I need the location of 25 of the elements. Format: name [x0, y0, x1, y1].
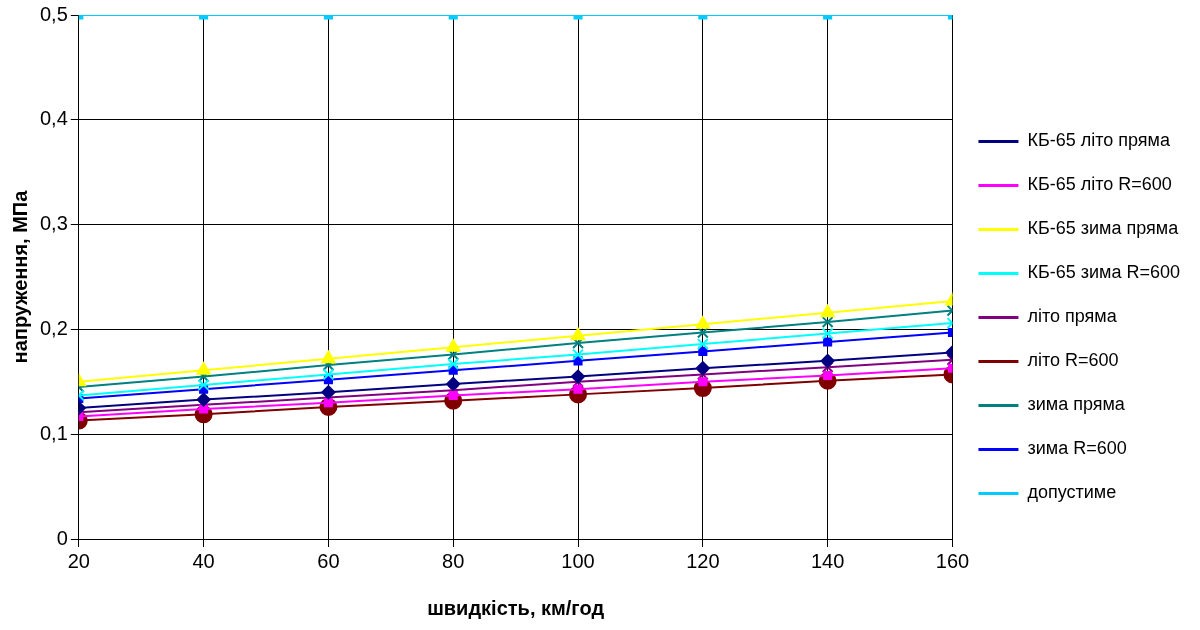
legend-label: КБ-65 зима R=600	[1027, 262, 1181, 283]
y-tick-label: 0	[56, 526, 68, 549]
legend-label: КБ-65 літо R=600	[1027, 174, 1172, 195]
x-axis-title: швидкість, км/год	[427, 596, 605, 619]
y-tick-label: 0,2	[39, 316, 68, 339]
y-tick-label: 0,5	[39, 2, 68, 25]
y-axis-title: напруження, МПа	[8, 189, 31, 364]
x-tick-label: 20	[67, 549, 90, 572]
y-tick-label: 0,3	[39, 212, 68, 235]
legend-label: допустиме	[1027, 482, 1117, 503]
x-tick-label: 120	[686, 549, 720, 572]
legend-label: КБ-65 зима пряма	[1027, 218, 1180, 239]
y-tick-label: 0,4	[39, 107, 68, 130]
legend-label: літо R=600	[1027, 350, 1119, 371]
legend-label: зима пряма	[1027, 394, 1126, 415]
legend-label: зима R=600	[1027, 438, 1127, 459]
x-tick-label: 80	[442, 549, 465, 572]
x-tick-label: 40	[192, 549, 215, 572]
legend-label: літо пряма	[1027, 306, 1118, 327]
x-tick-label: 140	[810, 549, 845, 572]
y-tick-label: 0,1	[39, 421, 68, 444]
x-tick-label: 60	[317, 549, 340, 572]
legend-label: КБ-65 літо пряма	[1027, 130, 1171, 151]
x-tick-label: 160	[935, 549, 970, 572]
x-tick-label: 100	[561, 549, 595, 572]
